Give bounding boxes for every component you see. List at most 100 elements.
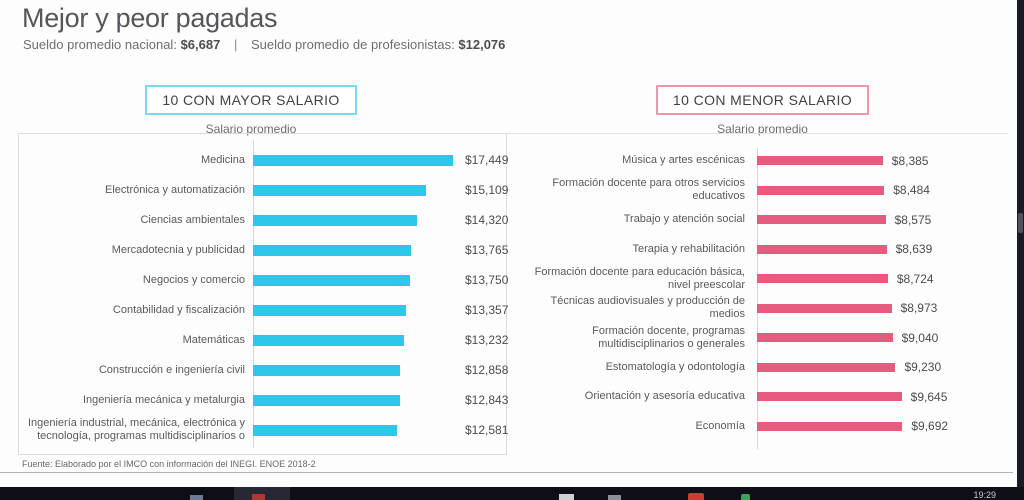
bar bbox=[253, 214, 417, 226]
bar-value: $8,639 bbox=[895, 242, 933, 257]
bar-label: Ciencias ambientales bbox=[140, 213, 245, 226]
bar-track bbox=[253, 235, 459, 265]
taskbar-app-icon-2[interactable] bbox=[252, 494, 265, 500]
bar-value: $8,484 bbox=[893, 183, 930, 198]
subtitle: Sueldo promedio nacional: $6,687 | Sueld… bbox=[23, 37, 505, 52]
scrollbar-thumb[interactable] bbox=[1018, 213, 1023, 233]
bar bbox=[757, 244, 887, 254]
axis-line bbox=[253, 140, 254, 448]
bar-value: $8,724 bbox=[896, 271, 934, 286]
chart-row: Formación docente, programas multidiscip… bbox=[530, 323, 1020, 353]
bar-label: Trabajo y atención social bbox=[623, 213, 745, 226]
axis-caption-menor: Salario promedio bbox=[717, 122, 808, 136]
bar-rows: Medicina $17,449 Electrónica y automatizac… bbox=[19, 145, 509, 445]
taskbar: 19:29 bbox=[0, 487, 1024, 500]
chart-row: Matemáticas $13,232 bbox=[19, 325, 509, 355]
bar-track: $9,040 bbox=[757, 323, 1002, 353]
bar-track bbox=[253, 145, 459, 175]
bar-track: $8,484 bbox=[757, 176, 1002, 206]
chart-row: Ingeniería mecánica y metalurgia $12,843 bbox=[19, 385, 508, 415]
chart-row: Ciencias ambientales $14,320 bbox=[19, 205, 509, 235]
bar-value: $17,449 bbox=[465, 153, 509, 167]
bar bbox=[757, 392, 902, 402]
bar-track: $8,385 bbox=[757, 146, 1002, 176]
stat1-label: Sueldo promedio nacional: bbox=[23, 37, 177, 52]
chart-head-menor: 10 CON MENOR SALARIO Salario promedio bbox=[530, 85, 995, 136]
chart-row: Mercadotecnia y publicidad $13,765 bbox=[19, 235, 509, 265]
chart-title-box-mayor: 10 CON MAYOR SALARIO bbox=[145, 85, 357, 115]
bar-label: Técnicas audiovisuales y producción de m… bbox=[550, 295, 745, 321]
chart-row: Electrónica y automatización $15,109 bbox=[19, 175, 509, 205]
bar-label: Ingeniería mecánica y metalurgia bbox=[82, 393, 245, 406]
bar-value: $9,645 bbox=[910, 389, 948, 404]
page-title: Mejor y peor pagadas bbox=[22, 3, 278, 33]
bar-track bbox=[253, 415, 459, 445]
chart-row: Medicina $17,449 bbox=[19, 145, 509, 175]
bar-track: $9,230 bbox=[757, 353, 1002, 383]
bar-label: Formación docente para educación básica,… bbox=[534, 265, 745, 291]
chart-row: Formación docente para otros servicios e… bbox=[530, 176, 1020, 206]
chart-panel-menor: Música y artes escénicas $8,385 Formación … bbox=[530, 146, 1020, 449]
bar bbox=[253, 274, 411, 286]
taskbar-app-icon-6[interactable] bbox=[741, 494, 750, 500]
bar-label: Negocios y comercio bbox=[142, 273, 245, 286]
axis-caption-mayor: Salario promedio bbox=[205, 122, 297, 136]
bar-value: $15,109 bbox=[465, 183, 509, 197]
taskbar-app-icon-3[interactable] bbox=[559, 494, 574, 500]
taskbar-clock: 19:29 bbox=[973, 490, 996, 500]
bar-rows: Música y artes escénicas $8,385 Formación … bbox=[530, 146, 1020, 441]
bar-track: $8,724 bbox=[757, 264, 1002, 294]
bar-track: $9,692 bbox=[757, 412, 1002, 442]
bar-label: Medicina bbox=[200, 153, 245, 166]
bar-track bbox=[253, 265, 459, 295]
bar-value: $12,858 bbox=[465, 363, 509, 377]
bar-track bbox=[253, 355, 459, 385]
bar bbox=[757, 421, 903, 431]
chart-row: Técnicas audiovisuales y producción de m… bbox=[530, 294, 1020, 324]
stat1-value: $6,687 bbox=[180, 37, 221, 52]
bar-track: $8,575 bbox=[757, 205, 1002, 235]
bar-track: $9,645 bbox=[757, 382, 1002, 412]
subtitle-divider: | bbox=[233, 37, 238, 52]
bar-track bbox=[253, 175, 459, 205]
chart-region-top-rule bbox=[18, 133, 1008, 134]
bar-track: $8,639 bbox=[757, 235, 1002, 265]
bar-track bbox=[253, 205, 459, 235]
bar-label: Matemáticas bbox=[182, 333, 245, 346]
bar bbox=[757, 156, 883, 166]
source-note: Fuente: Elaborado por el IMCO con inform… bbox=[22, 459, 316, 469]
scrollbar[interactable] bbox=[1017, 0, 1024, 500]
bar-label: Contabilidad y fiscalización bbox=[112, 303, 245, 316]
bar bbox=[253, 154, 453, 166]
chart-row: Contabilidad y fiscalización $13,357 bbox=[19, 295, 508, 325]
stat2-label: Sueldo promedio de profesionistas: bbox=[250, 37, 455, 52]
bar bbox=[253, 364, 401, 376]
bar bbox=[253, 394, 400, 406]
chart-head-mayor: 10 CON MAYOR SALARIO Salario promedio bbox=[6, 85, 496, 136]
bar-value: $14,320 bbox=[465, 213, 509, 227]
chart-row: Trabajo y atención social $8,575 bbox=[530, 205, 1020, 235]
bar-value: $13,765 bbox=[465, 243, 509, 257]
bar-label: Orientación y asesoría educativa bbox=[584, 390, 745, 403]
bar bbox=[757, 274, 888, 284]
chart-row: Terapia y rehabilitación $8,639 bbox=[530, 235, 1020, 265]
stat2-value: $12,076 bbox=[458, 37, 506, 52]
bar-label: Ingeniería industrial, mecánica, electró… bbox=[27, 417, 245, 442]
bar-track bbox=[253, 325, 459, 355]
bar bbox=[253, 304, 406, 316]
bar bbox=[757, 215, 886, 225]
bar-track bbox=[253, 295, 459, 325]
bar bbox=[253, 244, 411, 256]
taskbar-active-slot[interactable] bbox=[234, 487, 290, 500]
bar-value: $9,230 bbox=[904, 360, 942, 375]
bar-track bbox=[253, 385, 459, 415]
taskbar-app-icon-5[interactable] bbox=[688, 493, 704, 500]
bar-value: $8,575 bbox=[894, 212, 932, 227]
taskbar-app-icon-4[interactable] bbox=[608, 495, 621, 500]
chart-panel-mayor: Medicina $17,449 Electrónica y automatizac… bbox=[18, 133, 509, 455]
taskbar-app-icon-1[interactable] bbox=[190, 495, 203, 500]
bar bbox=[253, 424, 397, 436]
bar-value: $8,973 bbox=[900, 301, 938, 316]
bar-label: Formación docente para otros servicios e… bbox=[552, 177, 745, 203]
